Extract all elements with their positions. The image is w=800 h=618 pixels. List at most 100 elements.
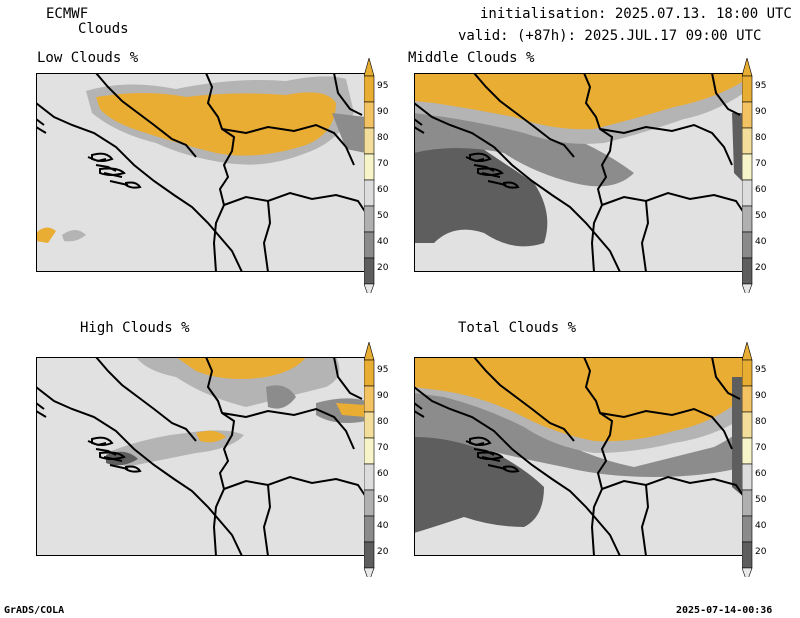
colorbar-tick-label: 20 bbox=[377, 263, 389, 273]
country-border bbox=[221, 123, 355, 166]
country-border bbox=[640, 484, 650, 556]
cloud-area-mid bbox=[414, 109, 634, 187]
cloud-area-gold bbox=[196, 430, 226, 443]
colorbar-segment bbox=[742, 153, 753, 181]
country-border bbox=[36, 126, 47, 134]
colorbar-tick-label: 95 bbox=[755, 365, 766, 375]
colorbar-bottom-arrow bbox=[364, 283, 375, 293]
colorbar-segment bbox=[364, 231, 375, 259]
panel-title-high: High Clouds % bbox=[80, 320, 190, 336]
valid-time: valid: (+87h): 2025.JUL.17 09:00 UTC bbox=[458, 28, 762, 44]
country-border bbox=[36, 402, 45, 410]
colorbar-segment bbox=[742, 463, 753, 491]
cloud-area-dark bbox=[732, 113, 744, 183]
country-border bbox=[414, 118, 423, 126]
panel-title-middle: Middle Clouds % bbox=[408, 50, 535, 66]
colorbar-segment bbox=[742, 489, 753, 517]
colorbar-tick-label: 90 bbox=[377, 107, 389, 117]
island-outline bbox=[469, 152, 492, 162]
colorbar-tick-label: 80 bbox=[755, 417, 767, 427]
colorbar-segment bbox=[364, 541, 375, 569]
colorbar-high: 95 90 80 70 60 50 40 20 bbox=[364, 342, 389, 577]
cloud-area-dark bbox=[732, 377, 744, 497]
country-border bbox=[414, 126, 425, 134]
colorbar-tick-label: 90 bbox=[377, 391, 389, 401]
colorbar-segment bbox=[364, 257, 375, 285]
country-border bbox=[601, 191, 744, 214]
country-border bbox=[95, 73, 197, 158]
middle-clouds-map bbox=[414, 73, 744, 272]
colorbar-segment bbox=[742, 515, 753, 543]
low-clouds-map bbox=[36, 73, 366, 272]
initialisation-time: initialisation: 2025.07.13. 18:00 UTC bbox=[480, 6, 792, 22]
island-outline bbox=[99, 167, 126, 176]
country-border bbox=[599, 407, 733, 450]
product-name: Clouds bbox=[78, 21, 129, 37]
country-border bbox=[36, 118, 45, 126]
island-outline bbox=[469, 436, 492, 446]
cloud-area-gold bbox=[96, 92, 336, 156]
colorbar-tick-label: 70 bbox=[377, 159, 389, 169]
colorbar-segment bbox=[364, 153, 375, 181]
colorbar-tick-label: 40 bbox=[755, 237, 767, 247]
colorbar-segment bbox=[364, 75, 375, 103]
colorbar-segment bbox=[742, 257, 753, 285]
colorbar-segment bbox=[742, 359, 753, 387]
colorbar-tick-label: 20 bbox=[755, 263, 767, 273]
country-border bbox=[221, 407, 355, 450]
colorbar-tick-label: 60 bbox=[377, 469, 389, 479]
colorbar-top-arrow bbox=[742, 58, 753, 77]
cloud-area-light bbox=[62, 230, 86, 242]
country-border bbox=[262, 484, 272, 556]
colorbar-segment bbox=[364, 101, 375, 129]
island-outline bbox=[477, 451, 504, 460]
island-outline bbox=[503, 465, 520, 473]
colorbar-segment bbox=[364, 411, 375, 439]
software-credit: GrADS/COLA bbox=[4, 605, 65, 616]
colorbar-tick-label: 80 bbox=[377, 417, 389, 427]
country-border bbox=[205, 357, 236, 556]
country-border bbox=[601, 475, 744, 498]
colorbar-tick-label: 60 bbox=[755, 185, 767, 195]
colorbar-segment bbox=[742, 127, 753, 155]
colorbar-top-arrow bbox=[364, 58, 375, 77]
colorbar-segment bbox=[364, 179, 375, 207]
cloud-area-gold bbox=[414, 357, 744, 442]
colorbar-tick-label: 40 bbox=[755, 521, 767, 531]
colorbar-tick-label: 50 bbox=[755, 495, 767, 505]
generation-timestamp: 2025-07-14-00:36 bbox=[676, 605, 773, 616]
colorbar-tick-label: 95 bbox=[755, 81, 766, 91]
colorbar-segment bbox=[364, 359, 375, 387]
colorbar-segment bbox=[364, 205, 375, 233]
island-outline bbox=[91, 436, 114, 446]
panel-title-total: Total Clouds % bbox=[458, 320, 577, 336]
colorbar-segment bbox=[742, 231, 753, 259]
high-clouds-map bbox=[36, 357, 366, 556]
country-border bbox=[473, 357, 575, 442]
colorbar-tick-label: 80 bbox=[377, 133, 389, 143]
country-border bbox=[36, 410, 47, 418]
country-border bbox=[473, 73, 575, 158]
cloud-area-mid bbox=[266, 385, 296, 409]
colorbar-segment bbox=[742, 75, 753, 103]
colorbar-tick-label: 40 bbox=[377, 521, 389, 531]
cloud-area-mid bbox=[332, 113, 366, 153]
cloud-area-gold bbox=[414, 73, 744, 130]
country-border bbox=[711, 73, 741, 116]
country-border bbox=[583, 357, 614, 556]
country-border bbox=[599, 123, 733, 166]
country-border bbox=[333, 73, 363, 116]
island-outline bbox=[477, 167, 504, 176]
country-border bbox=[414, 102, 621, 272]
cloud-area-dark bbox=[414, 129, 548, 247]
colorbar-segment bbox=[364, 385, 375, 413]
colorbar-segment bbox=[364, 463, 375, 491]
island-outline bbox=[125, 465, 142, 473]
colorbar-segment bbox=[742, 437, 753, 465]
colorbar-segment bbox=[364, 127, 375, 155]
colorbar-tick-label: 60 bbox=[755, 469, 767, 479]
country-border bbox=[414, 386, 621, 556]
country-border bbox=[36, 102, 243, 272]
country-border bbox=[583, 73, 614, 272]
colorbar-tick-label: 60 bbox=[377, 185, 389, 195]
